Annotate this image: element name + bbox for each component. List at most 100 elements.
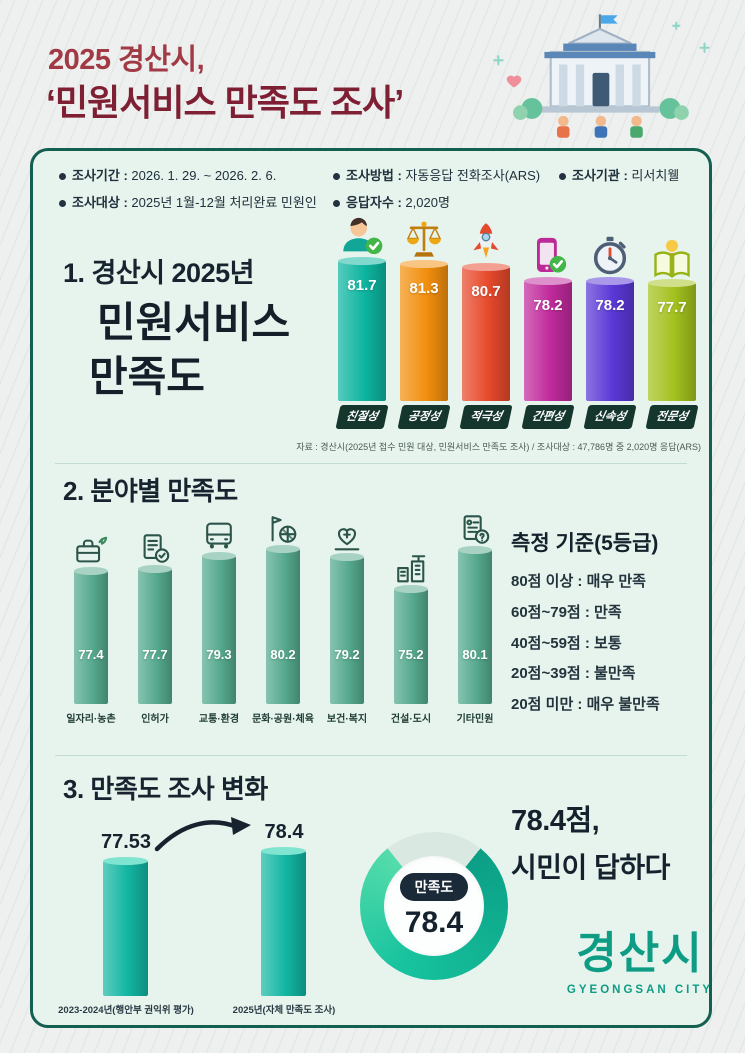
bar-column: 79.2 xyxy=(315,508,379,704)
section-divider xyxy=(55,755,687,756)
field-bar-chart: 77.4 77.7 79.3 80.2 79.2 75.2 80.1 xyxy=(59,508,507,704)
scales-icon xyxy=(402,217,446,261)
bar-value: 80.1 xyxy=(462,647,488,662)
bar-문화·공원·체육: 80.2 xyxy=(266,544,300,704)
city-logo-subtitle: GYEONGSAN CITY xyxy=(566,984,714,996)
info-separator: : xyxy=(119,195,132,210)
bar-column: 80.7 xyxy=(455,173,517,401)
bar-column: 75.2 xyxy=(379,508,443,704)
bar-cap xyxy=(266,544,300,553)
bar-column: 80.2 xyxy=(251,508,315,704)
bar-label: 공정성 xyxy=(393,405,455,429)
flag-icon xyxy=(600,15,618,24)
info-label: 조사대상 xyxy=(72,195,120,210)
bar-cap xyxy=(202,552,236,560)
bar-공정성: 81.3 xyxy=(400,259,448,401)
bar-전문성: 77.7 xyxy=(648,279,696,401)
bar-label-text: 적극성 xyxy=(459,405,513,429)
info-separator: : xyxy=(393,195,406,210)
bar-value: 78.2 xyxy=(595,296,625,314)
health-heart-icon xyxy=(330,520,364,554)
bar-label-text: 공정성 xyxy=(397,405,451,429)
trend-caption-2023-2024: 2023-2024년(행안부 권익위 평가) xyxy=(58,1005,194,1016)
info-separator: : xyxy=(119,168,132,183)
info-separator: : xyxy=(393,168,406,183)
bar-label: 친절성 xyxy=(331,405,393,429)
construction-icon xyxy=(394,552,428,586)
bar-cap xyxy=(261,846,306,855)
bar-cap xyxy=(330,552,364,561)
bar-cap xyxy=(524,276,572,285)
bar-교통·환경: 79.3 xyxy=(202,552,236,704)
bar-label: 건설·도시 xyxy=(379,710,443,726)
permit-doc-icon xyxy=(138,532,172,566)
main-panel: 조사기간 : 2026. 1. 29. ~ 2026. 2. 6. 조사방법 :… xyxy=(30,148,712,1028)
page-title-line1: 2025 경산시, xyxy=(48,44,205,76)
section3-title: 3. 만족도 조사 변화 xyxy=(63,774,268,804)
criteria-line: 80점 이상 : 매우 만족 xyxy=(511,573,646,590)
bus-icon xyxy=(202,519,236,553)
bar-label-text: 보건·복지 xyxy=(326,714,368,725)
info-label: 조사기간 xyxy=(72,168,120,183)
bar-간편성: 78.2 xyxy=(524,276,572,401)
info-respondents: 응답자수 : 2,020명 xyxy=(333,192,450,211)
bar-column: 81.7 xyxy=(331,173,393,401)
trend-bar-2025 xyxy=(261,846,306,996)
bar-보건·복지: 79.2 xyxy=(330,552,364,704)
info-survey-method: 조사방법 : 자동응답 전화조사(ARS) xyxy=(333,165,540,184)
upward-arrow-icon xyxy=(153,811,255,855)
heart-icon xyxy=(506,75,522,88)
donut-center: 만족도 78.4 xyxy=(384,856,484,956)
bar-일자리·농촌: 77.4 xyxy=(74,567,108,704)
etc-doc-icon xyxy=(458,513,492,547)
bar-column: 78.2 xyxy=(517,173,579,401)
bar-label-text: 신속성 xyxy=(583,405,637,429)
bar-column: 81.3 xyxy=(393,173,455,401)
phone-check-icon xyxy=(526,234,570,278)
page-title-line2: ‘민원서비스 만족도 조사’ xyxy=(46,82,404,123)
bar-label-text: 문화·공원·체육 xyxy=(252,714,314,725)
bullet-icon xyxy=(59,173,66,180)
criteria-title: 측정 기준(5등급) xyxy=(511,532,659,555)
headline-text: 시민이 답하다 xyxy=(511,852,670,883)
bullet-icon xyxy=(333,200,340,207)
bar-label-text: 건설·도시 xyxy=(390,714,432,725)
section1-title-big2: 만족도 xyxy=(89,353,205,400)
bar-value: 75.2 xyxy=(398,647,424,662)
trend-caption-2025: 2025년(자체 만족도 조사) xyxy=(232,1005,336,1016)
criteria-line: 40점~59점 : 보통 xyxy=(511,634,622,652)
bar-cap xyxy=(400,259,448,268)
bar-cap xyxy=(394,584,428,593)
bar-cap xyxy=(462,262,510,271)
info-label: 조사방법 xyxy=(346,168,394,183)
bar-column: 77.7 xyxy=(123,508,187,704)
info-value: 리서치웰 xyxy=(631,168,680,183)
bar-label: 간편성 xyxy=(517,405,579,429)
criteria-line: 20점~39점 : 불만족 xyxy=(511,665,636,683)
info-value: 2026. 1. 29. ~ 2026. 2. 6. xyxy=(131,168,277,183)
trend-value-2025: 78.4 xyxy=(264,821,304,843)
bar-적극성: 80.7 xyxy=(462,262,510,401)
stopwatch-icon xyxy=(588,234,632,278)
dimension-bar-chart-labels: 친절성 공정성 적극성 간편성 신속성 전문성 xyxy=(331,405,703,429)
criteria-line: 20점 미만 : 매우 불만족 xyxy=(511,696,660,713)
bar-label: 교통·환경 xyxy=(187,710,251,726)
satisfaction-donut-chart: 만족도 78.4 xyxy=(360,832,508,980)
bar-cap xyxy=(103,857,148,866)
section-divider xyxy=(55,463,687,464)
bar-label: 인허가 xyxy=(123,710,187,726)
donut-label-badge: 만족도 xyxy=(399,872,469,901)
bar-cap xyxy=(138,564,172,573)
section1-title-big1: 민원서비스 xyxy=(97,299,291,346)
bar-label: 신속성 xyxy=(579,405,641,429)
field-bar-chart-labels: 일자리·농촌 인허가 교통·환경 문화·공원·체육 보건·복지 건설·도시 기타민원 xyxy=(59,710,507,726)
bar-value: 77.4 xyxy=(78,647,104,662)
info-value: 2025년 1월-12월 처리완료 민원인 xyxy=(131,195,317,210)
bar-value: 77.7 xyxy=(657,299,687,317)
bar-value: 80.7 xyxy=(471,282,501,300)
info-survey-agency: 조사기관 : 리서치웰 xyxy=(559,165,679,184)
headline-score: 78.4점, xyxy=(511,805,600,837)
info-label: 조사기관 xyxy=(572,168,620,183)
people-icon xyxy=(556,115,643,138)
